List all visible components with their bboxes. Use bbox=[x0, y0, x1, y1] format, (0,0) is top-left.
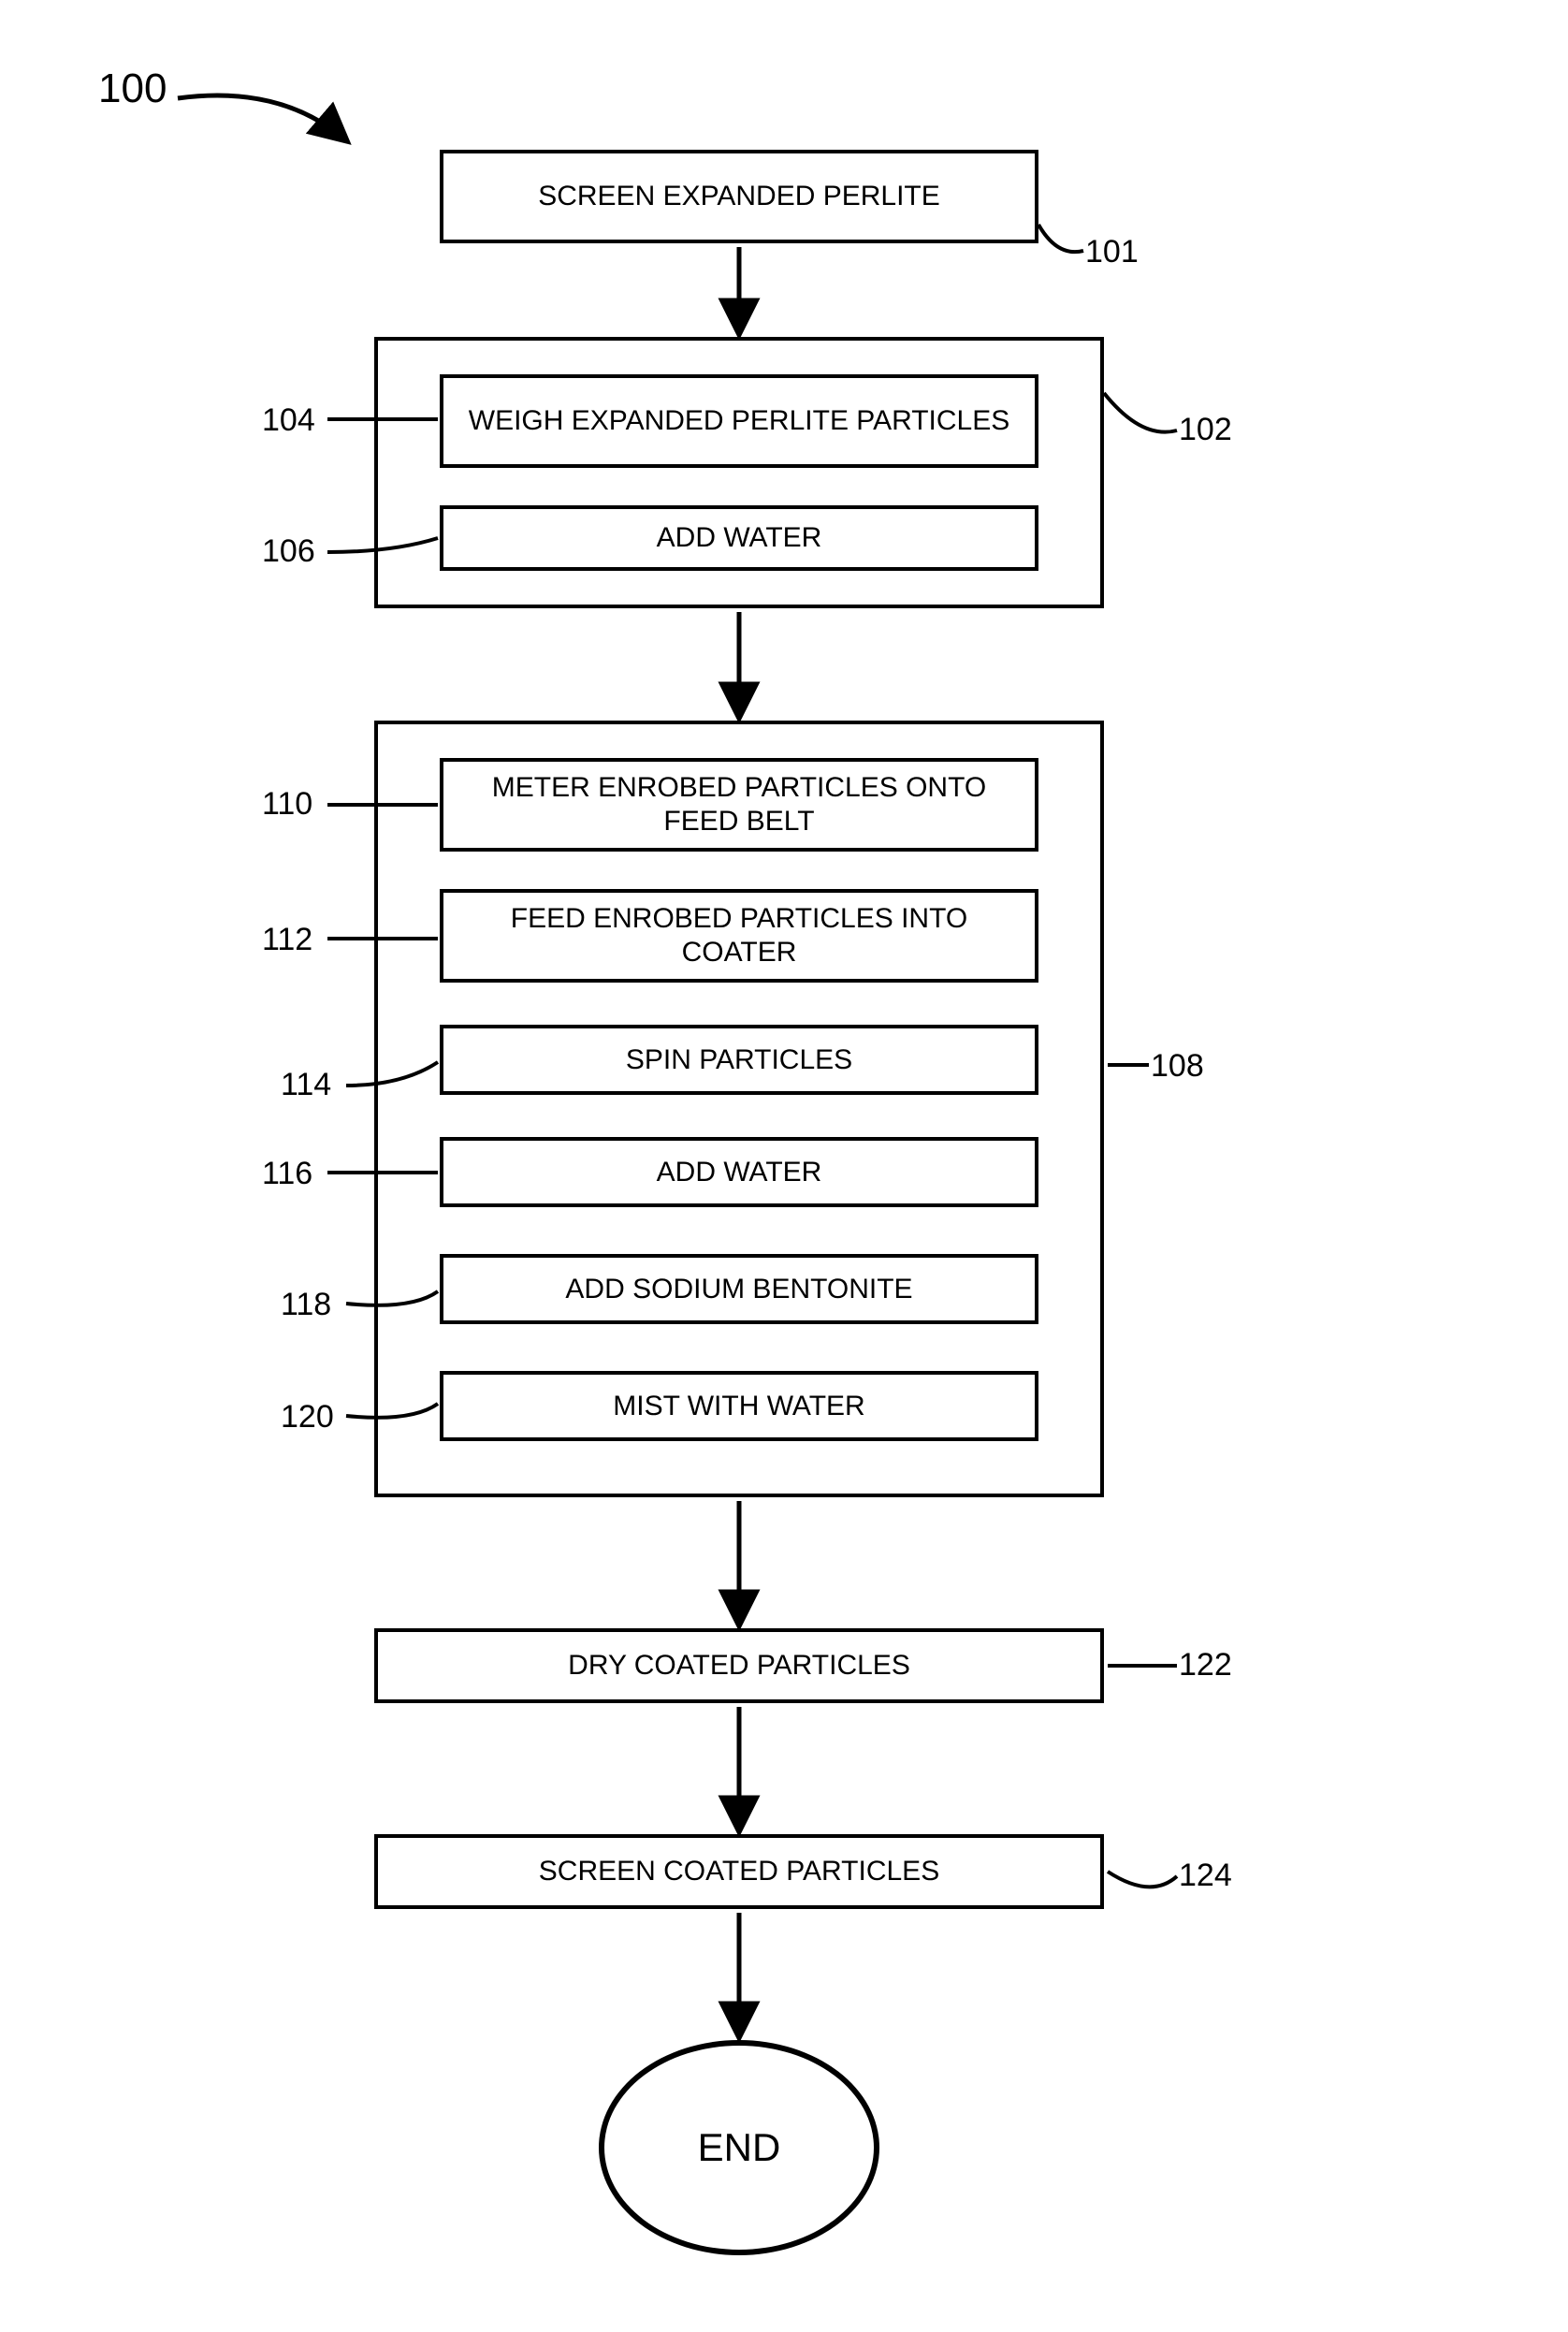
box-text: METER ENROBED PARTICLES ONTO FEED BELT bbox=[455, 771, 1024, 838]
end-text: END bbox=[698, 2125, 781, 2170]
box-screen-coated: SCREEN COATED PARTICLES bbox=[374, 1834, 1104, 1909]
box-feed-particles: FEED ENROBED PARTICLES INTO COATER bbox=[440, 889, 1038, 983]
box-text: SCREEN EXPANDED PERLITE bbox=[538, 180, 940, 213]
ref-100: 100 bbox=[98, 66, 167, 112]
box-weigh-particles: WEIGH EXPANDED PERLITE PARTICLES bbox=[440, 374, 1038, 468]
box-add-water-2: ADD WATER bbox=[440, 1137, 1038, 1207]
ref-124: 124 bbox=[1179, 1858, 1232, 1894]
ref-106: 106 bbox=[262, 533, 315, 570]
box-spin-particles: SPIN PARTICLES bbox=[440, 1025, 1038, 1095]
box-meter-particles: METER ENROBED PARTICLES ONTO FEED BELT bbox=[440, 758, 1038, 852]
ref-114: 114 bbox=[281, 1067, 331, 1103]
box-mist-water: MIST WITH WATER bbox=[440, 1371, 1038, 1441]
ref-108: 108 bbox=[1151, 1048, 1204, 1085]
box-text: ADD WATER bbox=[657, 1156, 822, 1189]
box-text: SCREEN COATED PARTICLES bbox=[539, 1855, 939, 1888]
box-text: ADD SODIUM BENTONITE bbox=[565, 1273, 912, 1306]
ref-110: 110 bbox=[262, 786, 312, 823]
ref-116: 116 bbox=[262, 1156, 312, 1192]
ref-112: 112 bbox=[262, 922, 312, 958]
ref-101: 101 bbox=[1085, 234, 1139, 270]
box-text: DRY COATED PARTICLES bbox=[568, 1649, 910, 1683]
ref-104: 104 bbox=[262, 402, 315, 439]
end-node: END bbox=[599, 2040, 879, 2255]
flowchart-canvas: 100 SCREEN EXPANDED PERLITE WEIGH EXPAND… bbox=[0, 0, 1568, 2332]
box-text: MIST WITH WATER bbox=[613, 1390, 864, 1423]
ref-122: 122 bbox=[1179, 1647, 1232, 1683]
box-text: FEED ENROBED PARTICLES INTO COATER bbox=[455, 902, 1024, 969]
box-text: WEIGH EXPANDED PERLITE PARTICLES bbox=[469, 404, 1009, 438]
box-add-bentonite: ADD SODIUM BENTONITE bbox=[440, 1254, 1038, 1324]
box-screen-expanded-perlite: SCREEN EXPANDED PERLITE bbox=[440, 150, 1038, 243]
box-text: SPIN PARTICLES bbox=[626, 1043, 852, 1077]
ref-102: 102 bbox=[1179, 412, 1232, 448]
ref-120: 120 bbox=[281, 1399, 334, 1436]
box-dry-particles: DRY COATED PARTICLES bbox=[374, 1628, 1104, 1703]
ref-118: 118 bbox=[281, 1287, 331, 1323]
box-add-water-1: ADD WATER bbox=[440, 505, 1038, 571]
box-text: ADD WATER bbox=[657, 521, 822, 555]
